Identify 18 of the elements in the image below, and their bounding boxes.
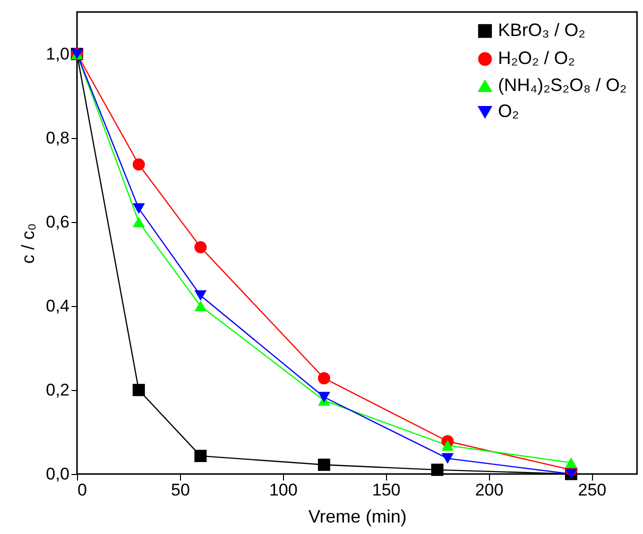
x-tick-label: 100 — [269, 480, 298, 500]
y-tick-label: 1,0 — [46, 44, 70, 64]
legend-label: KBrO₃ / O₂ — [498, 20, 586, 40]
y-tick-label: 0,6 — [46, 212, 70, 232]
y-tick-label: 0,8 — [46, 128, 70, 148]
y-tick-label: 0,4 — [46, 296, 70, 316]
legend-label: (NH₄)₂S₂O₈ / O₂ — [498, 75, 627, 95]
x-tick-label: 200 — [475, 480, 504, 500]
x-tick-label: 50 — [170, 480, 190, 500]
x-tick-label: 250 — [578, 480, 606, 500]
x-axis-title: Vreme (min) — [308, 506, 407, 526]
x-tick-label: 150 — [372, 480, 401, 500]
y-axis-title: c / c₀ — [18, 223, 38, 264]
legend-label: H₂O₂ / O₂ — [498, 48, 575, 68]
x-tick-label: 0 — [78, 480, 87, 500]
y-tick-label: 0,0 — [46, 464, 70, 484]
legend-label: O₂ — [498, 101, 519, 121]
y-tick-label: 0,2 — [46, 380, 70, 400]
